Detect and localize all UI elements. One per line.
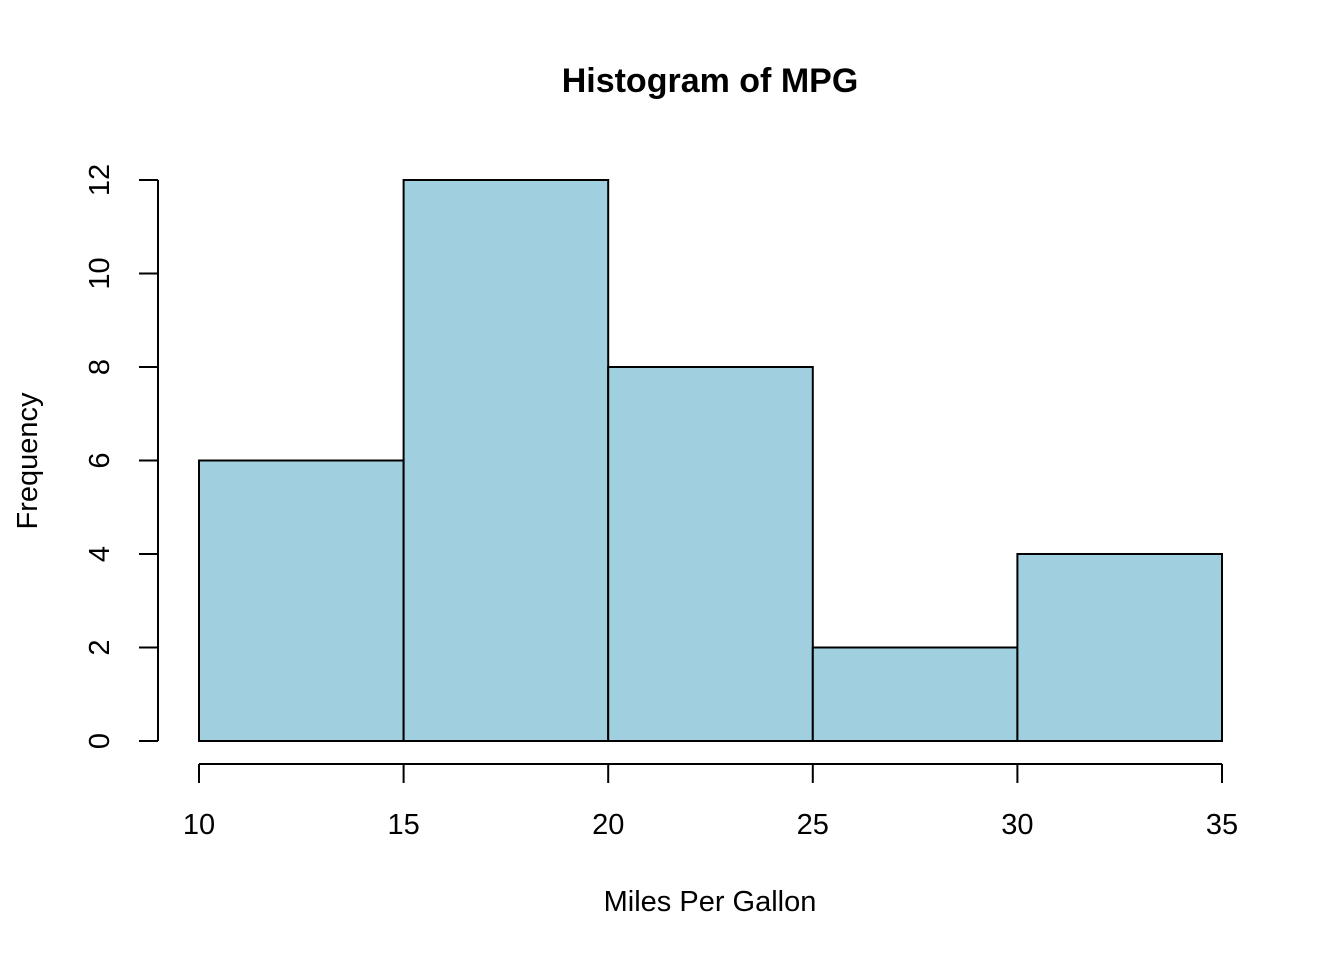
- x-tick-label: 10: [183, 809, 215, 841]
- y-tick-label: 0: [84, 733, 116, 749]
- x-axis-label: Miles Per Gallon: [604, 886, 817, 918]
- histogram-bar-30-35: [1016, 553, 1224, 742]
- histogram-bar-20-25: [607, 366, 814, 742]
- bars-group: [198, 179, 1224, 742]
- y-axis: 0 2 4 6 8 10 12: [84, 164, 159, 749]
- y-tick-label: 4: [84, 546, 116, 562]
- y-tick-label: 8: [84, 359, 116, 375]
- x-tick-label: 20: [592, 809, 624, 841]
- x-axis: 10 15 20 25 30 35: [183, 763, 1238, 841]
- y-tick-label: 12: [84, 164, 116, 196]
- y-tick-label: 2: [84, 639, 116, 655]
- y-tick-label: 6: [84, 452, 116, 468]
- histogram-bar-10-15: [198, 459, 405, 742]
- histogram-bar-15-20: [402, 179, 610, 742]
- y-axis-label: Frequency: [12, 392, 44, 530]
- y-tick-label: 10: [84, 257, 116, 289]
- x-tick-label: 15: [387, 809, 419, 841]
- histogram-bar-25-30: [811, 646, 1019, 742]
- chart-title: Histogram of MPG: [562, 62, 859, 100]
- x-tick-label: 35: [1206, 809, 1238, 841]
- x-tick-label: 25: [797, 809, 829, 841]
- x-tick-label: 30: [1001, 809, 1033, 841]
